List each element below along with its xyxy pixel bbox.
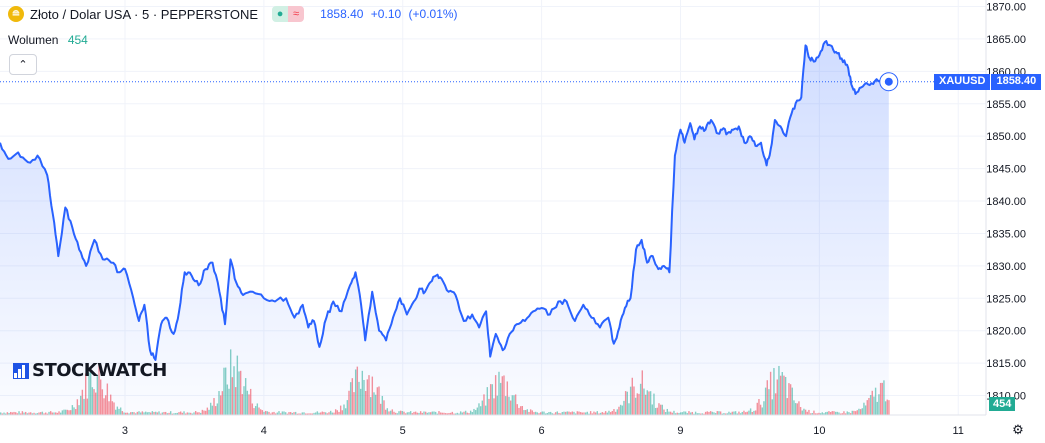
time-tick-label: 9 [677,425,683,437]
chart-legend: ≘ Złoto / Dolar USA · 5 · PEPPERSTONE ● … [8,6,462,22]
price-change: +0.10 [370,7,402,21]
price-line [0,40,890,361]
time-tick-label: 11 [953,425,964,437]
price-tag-value: 1858.40 [990,73,1042,90]
last-price-value: 1858.40 [320,7,364,21]
price-tick-label: 1855.00 [986,99,1026,111]
price-tick-label: 1825.00 [986,293,1026,305]
last-price-tag: XAUUSD 1858.40 [934,73,1042,90]
time-tick-label: 10 [813,425,825,437]
collapse-legend-button[interactable]: ⌃ [9,54,37,75]
watermark-text: STOCKWATCH [32,360,167,381]
volume-legend: Wolumen 454 [8,33,88,47]
price-tag-symbol: XAUUSD [934,73,991,90]
settings-gear-icon[interactable]: ⚙ [1012,422,1024,437]
price-tick-label: 1835.00 [986,228,1026,240]
time-tick-label: 4 [261,425,267,437]
stockwatch-logo: STOCKWATCH [13,360,167,381]
price-tick-label: 1815.00 [986,358,1026,370]
price-tick-label: 1865.00 [986,34,1026,46]
time-axis-labels: 3 4 5 6 9 10 11 [122,425,964,437]
chevron-up-icon: ⌃ [18,59,28,71]
price-axis-labels: 1810.001815.001820.001825.001830.001835.… [986,1,1026,402]
volume-label[interactable]: Wolumen [8,33,59,47]
price-area-fill [0,41,889,415]
data-delayed-icon: ≈ [288,6,305,22]
volume-value: 454 [67,33,88,47]
price-tick-label: 1870.00 [986,1,1026,13]
price-change-pct: (+0.01%) [408,7,458,21]
gold-coin-icon: ≘ [8,6,24,22]
time-tick-label: 3 [122,425,128,437]
price-tick-label: 1840.00 [986,196,1026,208]
price-tick-label: 1820.00 [986,326,1026,338]
market-open-icon: ● [272,6,289,22]
price-tick-label: 1830.00 [986,261,1026,273]
time-tick-label: 6 [539,425,545,437]
market-status[interactable]: ● ≈ [272,6,305,22]
price-summary: 1858.40 +0.10 (+0.01%) [320,7,461,21]
time-tick-label: 5 [400,425,406,437]
price-tick-label: 1850.00 [986,131,1026,143]
volume-tag: 454 [989,397,1016,411]
last-price-marker [884,77,893,86]
price-tick-label: 1845.00 [986,164,1026,176]
volume-bar [888,400,890,415]
bars-logo-icon [13,362,29,379]
symbol-title[interactable]: Złoto / Dolar USA · 5 · PEPPERSTONE [30,6,259,22]
